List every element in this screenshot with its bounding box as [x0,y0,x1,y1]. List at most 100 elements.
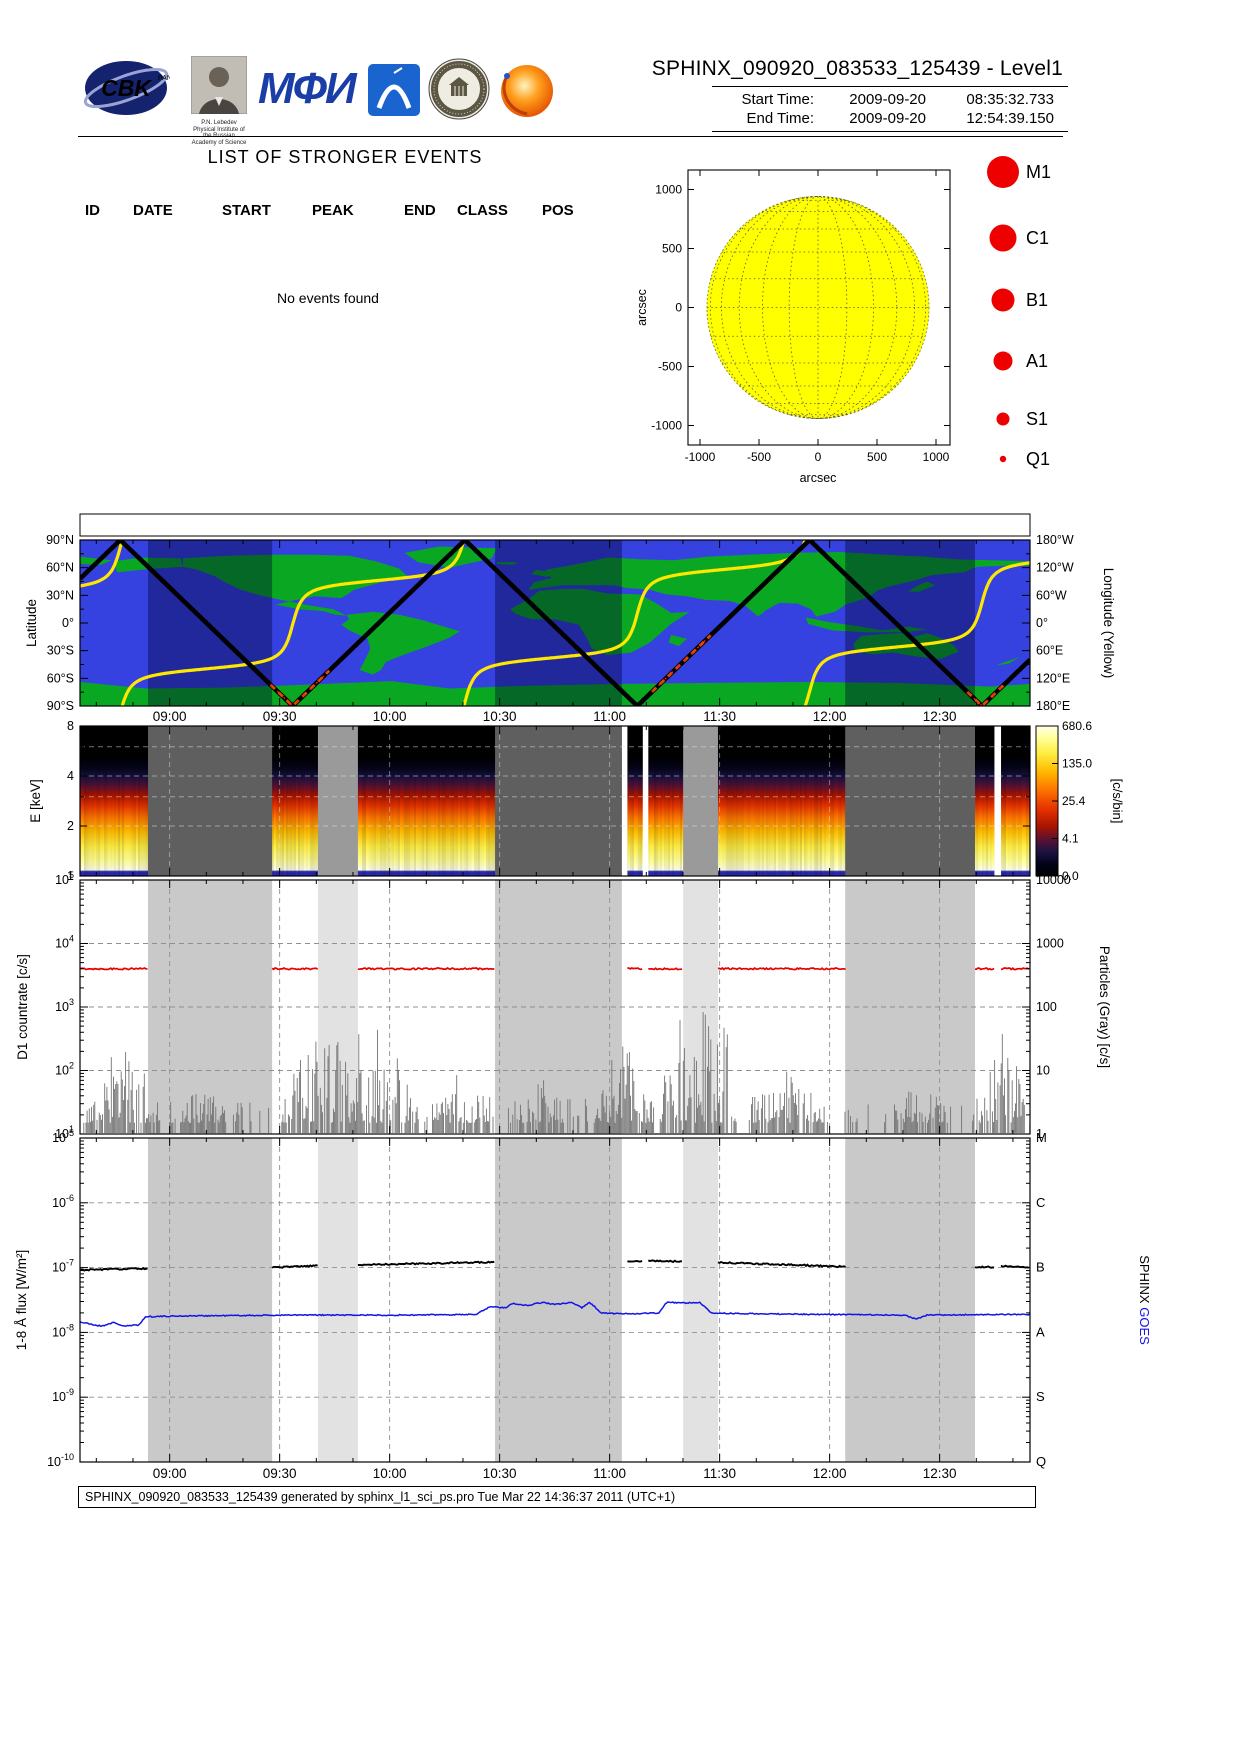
svg-text:09:00: 09:00 [153,709,187,724]
svg-text:09:30: 09:30 [263,709,297,724]
end-time-row: End Time: 2009-09-20 12:54:39.150 [714,109,1066,128]
svg-text:10-6: 10-6 [52,1193,74,1210]
svg-text:12:30: 12:30 [923,709,957,724]
longitude-track [80,540,1030,706]
svg-text:180°W: 180°W [1036,533,1074,547]
svg-text:12:00: 12:00 [813,709,847,724]
svg-text:30°N: 30°N [46,588,74,602]
svg-text:10:30: 10:30 [483,709,517,724]
flare-class-label-B1: B1 [1026,290,1048,310]
svg-text:0: 0 [675,301,682,315]
events-col-start: START [222,202,271,219]
svg-text:1000: 1000 [1036,937,1064,951]
svg-text:M: M [1036,1130,1047,1145]
events-col-date: DATE [133,202,173,219]
sphinx-flux-trace [79,1259,1030,1272]
svg-text:4: 4 [67,769,74,783]
svg-text:1-8 Å flux [W/m²]: 1-8 Å flux [W/m²] [14,1250,29,1351]
start-time-value: 08:35:32.733 [966,91,1054,108]
solar-grid [707,196,929,419]
svg-text:0°: 0° [1036,616,1048,630]
svg-text:30°S: 30°S [47,644,74,658]
svg-text:120°W: 120°W [1036,561,1074,575]
sphinx-sun-logo [501,65,553,117]
header-rule [78,136,1063,137]
arch-shape [376,84,412,109]
mephi-logo: МФИ [258,64,357,113]
page-title: SPHINX_090920_083533_125439 - Level1 [651,57,1063,80]
svg-text:103: 103 [55,997,74,1014]
sun-disk-icon [501,65,553,117]
timeseries-plots: 90°N 180°W 60°N 120°W 30°N 60°W 0° 0° 30°S 60°E 60… [14,513,1152,1481]
svg-text:500: 500 [867,450,887,464]
arch-logo [368,64,420,116]
cbk-logo: CBK PAN [83,61,170,115]
end-time-label: End Time: [746,110,814,127]
university-seal-logo [428,58,490,120]
svg-text:[c/s/bin]: [c/s/bin] [1110,779,1125,824]
portrait-shoulders [199,99,239,114]
flare-class-label-M1: M1 [1026,162,1051,182]
lebedev-caption: P.N. Lebedev Physical Institute of the R… [191,120,247,146]
map-eclipse-shadow [495,540,622,706]
particle-spikes [83,1012,1031,1133]
svg-text:12:00: 12:00 [813,1466,847,1481]
latitude-track [80,540,1030,706]
svg-text:10: 10 [1036,1064,1050,1078]
d1-countrate-trace [79,966,1030,971]
svg-text:120°E: 120°E [1036,671,1070,685]
sun-swirl [502,77,528,116]
spectrogram-colorbar: 0.0 4.1 25.4 135.0 680.6 [c/s/bin] [1035,719,1125,883]
world-map-continents [80,546,1030,706]
svg-text:09:00: 09:00 [153,1466,187,1481]
svg-text:S: S [1036,1389,1045,1404]
portrait-collar [215,97,223,106]
flare-class-dot-M1 [987,156,1019,188]
svg-text:60°N: 60°N [46,561,74,575]
flare-class-label-S1: S1 [1026,409,1048,429]
svg-text:25.4: 25.4 [1062,794,1086,808]
spectrogram-panel: 1 2 4 8 E [keV] [28,719,1031,883]
solar-disk-plot: -1000 -500 0 500 1000 1000 500 0 -500 -1000 arcsec… [635,156,1051,485]
svg-text:09:30: 09:30 [263,1466,297,1481]
events-col-end: END [404,202,436,219]
svg-text:10-8: 10-8 [52,1322,74,1339]
svg-text:0.0: 0.0 [1062,869,1079,883]
lebedev-institute-logo: P.N. Lebedev Physical Institute of the R… [190,55,248,146]
svg-text:10-9: 10-9 [52,1387,74,1404]
svg-text:11:30: 11:30 [703,1466,736,1481]
svg-text:101: 101 [55,1124,74,1141]
svg-text:1000: 1000 [923,450,950,464]
svg-text:11:00: 11:00 [593,709,626,724]
flare-class-dot-C1 [989,224,1017,252]
svg-text:Latitude: Latitude [24,599,39,647]
svg-text:-500: -500 [747,450,771,464]
svg-text:90°N: 90°N [46,533,74,547]
flare-class-dot-Q1 [999,455,1007,463]
svg-text:680.6: 680.6 [1062,719,1092,733]
solar-disk [706,196,930,419]
flare-class-dot-A1 [993,351,1013,371]
svg-text:B: B [1036,1260,1045,1275]
svg-text:4.1: 4.1 [1062,832,1079,846]
lebedev-portrait [190,55,248,115]
portrait-head [209,67,229,87]
events-column-headers: ID DATE START PEAK END CLASS POS [0,202,700,222]
svg-text:A: A [1036,1324,1045,1339]
generation-footer: SPHINX_090920_083533_125439 generated by… [78,1486,1036,1508]
svg-text:Particles (Gray) [c/s]: Particles (Gray) [c/s] [1097,946,1112,1068]
map-eclipse-shadow [148,540,273,706]
seal-text-ring [433,63,485,115]
goes-flux-trace [79,1301,1031,1327]
svg-text:500: 500 [662,242,682,256]
svg-text:C: C [1036,1195,1045,1210]
cbk-logo-subtext: PAN [158,75,170,82]
start-time-row: Start Time: 2009-09-20 08:35:32.733 [714,90,1066,109]
svg-text:2: 2 [67,819,74,833]
svg-text:8: 8 [67,719,74,733]
svg-text:60°W: 60°W [1036,588,1067,602]
events-col-peak: PEAK [312,202,354,219]
svg-text:-1000: -1000 [651,419,682,433]
svg-text:10000: 10000 [1036,873,1071,887]
